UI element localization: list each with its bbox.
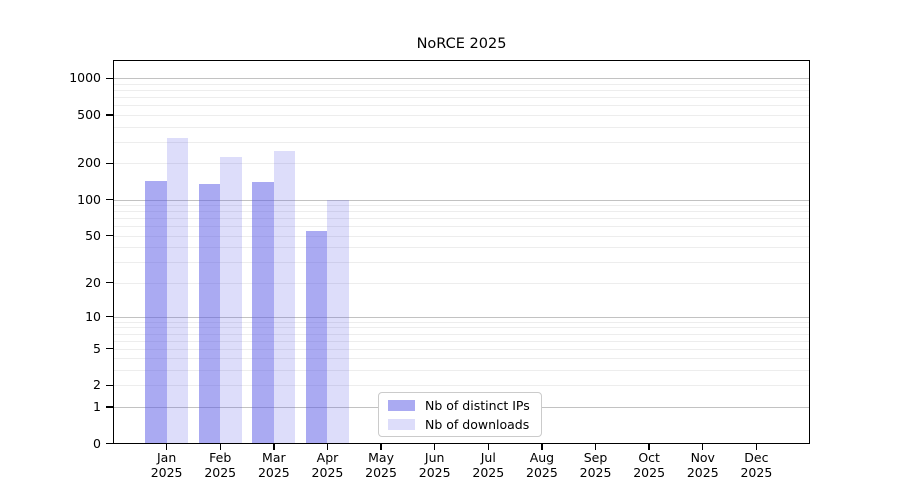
y-tick-mark <box>106 114 113 116</box>
y-tick-mark <box>106 442 113 445</box>
gridline-major <box>113 316 810 318</box>
gridline-minor <box>113 385 810 387</box>
gridline-minor <box>113 333 810 335</box>
x-tick-label: Jul 2025 <box>472 450 505 480</box>
gridline-minor <box>113 262 810 263</box>
x-tick-label: Sep 2025 <box>579 450 612 480</box>
x-tick-label: Jun 2025 <box>418 450 451 480</box>
legend-item-distinct-ips: Nb of distinct IPs <box>379 398 541 413</box>
x-tick-label: Jan 2025 <box>150 450 183 480</box>
gridline-major <box>113 78 810 80</box>
x-tick-mark <box>326 444 329 450</box>
x-tick-mark <box>702 444 704 450</box>
gridline-minor <box>113 163 810 165</box>
y-tick-mark <box>106 281 113 284</box>
x-tick-mark <box>433 444 436 450</box>
legend: Nb of distinct IPs Nb of downloads <box>378 392 542 437</box>
gridline-minor <box>113 141 810 143</box>
plot-area <box>113 60 810 444</box>
x-tick-label: Dec 2025 <box>740 450 773 480</box>
legend-item-downloads: Nb of downloads <box>379 417 541 432</box>
y-tick-mark <box>106 316 113 318</box>
gridline-minor <box>113 370 810 372</box>
y-tick-label: 0 <box>93 435 101 451</box>
gridline-minor <box>113 211 810 213</box>
y-tick-label: 50 <box>85 227 101 243</box>
gridline-minor <box>113 348 810 350</box>
gridline-minor <box>113 105 810 107</box>
x-tick-label: Oct 2025 <box>633 450 666 480</box>
x-tick-mark <box>380 444 382 450</box>
x-tick-mark <box>165 444 168 450</box>
x-tick-label: Mar 2025 <box>257 450 290 480</box>
bar-downloads <box>166 138 189 444</box>
y-tick-label: 1 <box>93 398 101 414</box>
bar-distinct-ips <box>145 181 167 444</box>
legend-swatch-distinct-ips <box>388 399 415 411</box>
y-tick-mark <box>106 198 113 201</box>
bar-downloads <box>273 151 296 444</box>
gridline-minor <box>113 282 810 284</box>
y-tick-label: 10 <box>85 308 101 324</box>
gridline-minor <box>113 83 810 85</box>
y-tick-mark <box>106 162 113 164</box>
y-tick-label: 500 <box>77 106 101 122</box>
bar-distinct-ips <box>305 230 328 444</box>
legend-label-distinct-ips: Nb of distinct IPs <box>425 397 530 413</box>
gridline-minor <box>113 226 810 228</box>
gridline-minor <box>113 218 810 220</box>
x-tick-mark <box>273 444 275 450</box>
y-tick-mark <box>106 384 113 387</box>
gridline-major <box>113 199 810 201</box>
x-tick-mark <box>487 444 489 450</box>
y-tick-label: 2 <box>93 377 101 393</box>
y-tick-label: 100 <box>77 191 101 207</box>
gridline-minor <box>113 114 810 116</box>
x-tick-label: Feb 2025 <box>204 450 237 480</box>
gridline-minor <box>113 340 810 342</box>
gridline-minor <box>113 321 810 323</box>
gridline-minor <box>113 90 810 92</box>
gridline-minor <box>113 97 810 99</box>
x-tick-label: Aug 2025 <box>526 450 558 480</box>
gridline-minor <box>113 126 810 128</box>
x-tick-label: Nov 2025 <box>686 450 719 480</box>
y-tick-mark <box>106 406 113 408</box>
x-tick-mark <box>594 444 597 450</box>
x-tick-mark <box>755 444 758 450</box>
gridline-minor <box>113 247 810 249</box>
legend-label-downloads: Nb of downloads <box>425 416 530 432</box>
y-tick-mark <box>106 348 113 350</box>
bar-distinct-ips <box>252 181 274 444</box>
x-tick-mark <box>648 444 650 450</box>
bar-downloads <box>220 157 242 444</box>
gridline-minor <box>113 358 810 360</box>
y-tick-label: 5 <box>93 340 101 356</box>
bar-downloads <box>327 199 349 444</box>
x-tick-mark <box>541 444 543 450</box>
legend-swatch-downloads <box>388 418 415 430</box>
x-tick-label: Apr 2025 <box>311 450 344 480</box>
bar-distinct-ips <box>198 183 221 444</box>
gridline-minor <box>113 205 810 207</box>
x-tick-label: May 2025 <box>365 450 397 480</box>
gridline-minor <box>113 327 810 329</box>
gridline-minor <box>113 235 810 237</box>
x-tick-mark <box>219 444 221 450</box>
chart-title: NoRCE 2025 <box>416 36 507 52</box>
y-tick-label: 1000 <box>69 70 101 86</box>
y-tick-mark <box>106 77 113 80</box>
y-tick-label: 20 <box>85 274 101 290</box>
y-tick-label: 200 <box>77 155 101 171</box>
y-tick-mark <box>106 234 113 237</box>
